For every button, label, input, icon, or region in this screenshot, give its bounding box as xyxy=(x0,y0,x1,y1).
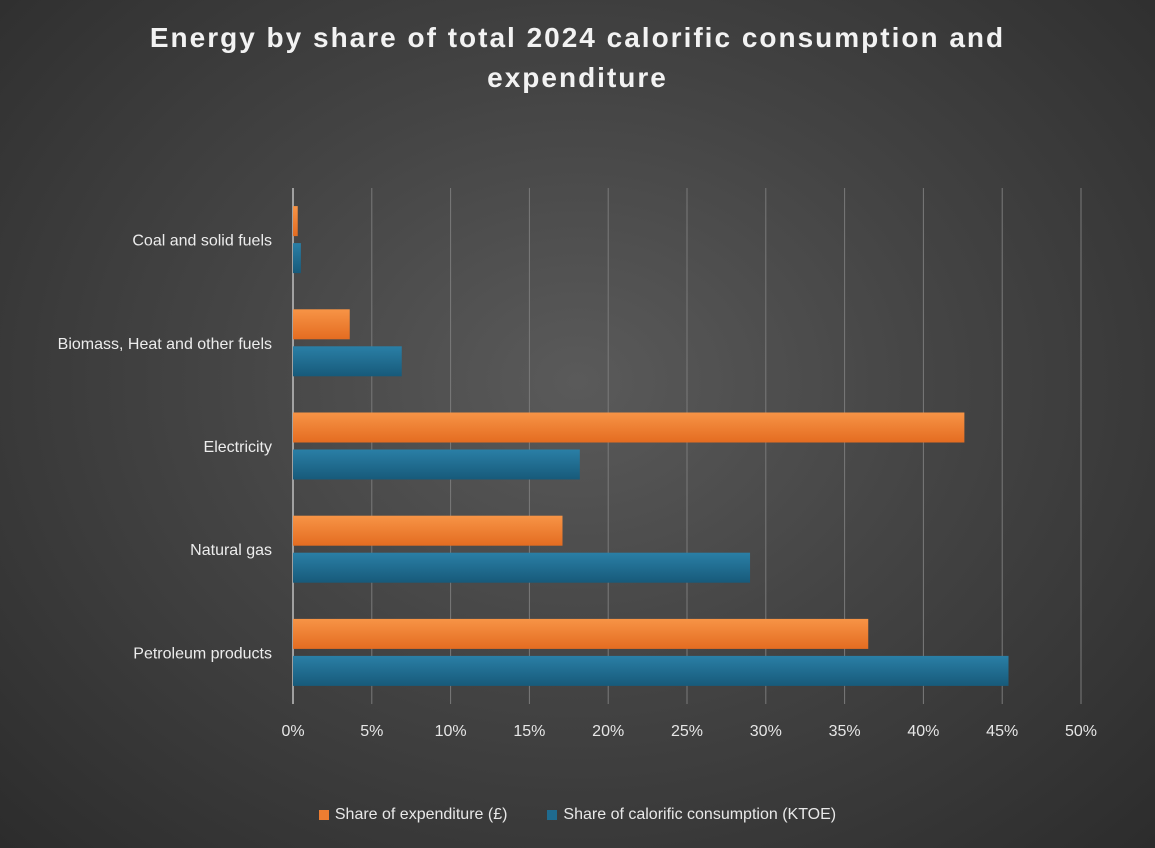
chart-title-line-1: Energy by share of total 2024 calorific … xyxy=(149,22,1006,53)
x-tick-label: 20% xyxy=(592,723,624,740)
chart-title-line-2: expenditure xyxy=(487,62,668,93)
bar-consumption xyxy=(293,243,301,274)
legend: Share of expenditure (£) Share of calori… xyxy=(0,806,1155,824)
category-label: Petroleum products xyxy=(133,645,272,662)
legend-label-expenditure: Share of expenditure (£) xyxy=(334,806,508,823)
x-tick-label: 0% xyxy=(281,723,304,740)
bar-consumption xyxy=(293,449,580,480)
legend-item-consumption: Share of calorific consumption (KTOE) xyxy=(547,806,836,824)
x-tick-label: 25% xyxy=(671,723,703,740)
x-tick-label: 5% xyxy=(360,723,383,740)
legend-swatch-expenditure xyxy=(318,810,329,820)
bar-expenditure xyxy=(293,309,350,340)
x-tick-label: 30% xyxy=(750,723,782,740)
category-label: Coal and solid fuels xyxy=(132,233,272,250)
category-label: Biomass, Heat and other fuels xyxy=(58,336,272,353)
category-label: Electricity xyxy=(204,439,272,456)
legend-item-expenditure: Share of expenditure (£) xyxy=(318,806,508,824)
x-tick-label: 15% xyxy=(513,723,545,740)
x-tick-label: 45% xyxy=(986,723,1018,740)
legend-label-consumption: Share of calorific consumption (KTOE) xyxy=(563,806,837,823)
bar-expenditure xyxy=(293,515,563,546)
legend-swatch-consumption xyxy=(547,810,558,820)
bar-consumption xyxy=(293,655,1009,686)
bar-expenditure xyxy=(293,206,298,237)
x-tick-label: 40% xyxy=(907,723,939,740)
x-tick-label: 50% xyxy=(1065,723,1097,740)
category-label: Natural gas xyxy=(190,542,272,559)
chart-title: Energy by share of total 2024 calorific … xyxy=(0,18,1155,98)
x-tick-label: 35% xyxy=(829,723,861,740)
bar-consumption xyxy=(293,552,751,583)
bar-expenditure xyxy=(293,412,965,443)
bar-consumption xyxy=(293,346,402,377)
bar-expenditure xyxy=(293,618,869,649)
x-tick-label: 10% xyxy=(435,723,467,740)
